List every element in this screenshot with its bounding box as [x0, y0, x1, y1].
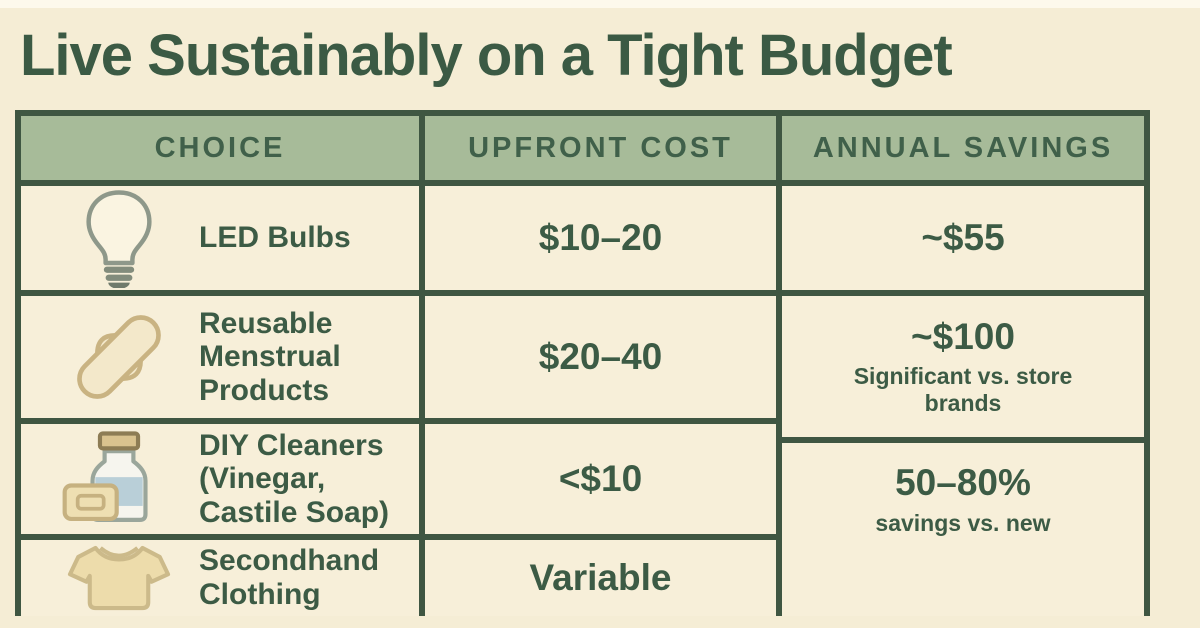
table-row-cleaners-choice: DIY Cleaners (Vinegar, Castile Soap): [21, 424, 419, 534]
savings-note: Significant vs. store brands: [853, 363, 1073, 416]
cost-menstrual: $20–40: [425, 296, 776, 418]
savings-value: 50–80%: [895, 462, 1031, 503]
menstrual-pad-icon: [57, 301, 181, 413]
savings-led: ~$55: [782, 186, 1144, 290]
savings-note: savings vs. new: [875, 509, 1051, 536]
choice-label: Secondhand Clothing: [199, 544, 380, 611]
table-row-led-choice: LED Bulbs: [21, 186, 419, 290]
cost-secondhand: Variable: [425, 540, 776, 616]
top-highlight-strip: [0, 0, 1200, 8]
header-annual-savings: ANNUAL SAVINGS: [782, 116, 1144, 180]
header-choice: CHOICE: [21, 116, 419, 180]
cleaner-bottle-soap-icon: [57, 427, 181, 531]
choice-label: DIY Cleaners (Vinegar, Castile Soap): [199, 428, 390, 529]
cost-led: $10–20: [425, 186, 776, 290]
table-row-secondhand-choice: Secondhand Clothing: [21, 540, 419, 616]
lightbulb-icon: [57, 188, 181, 288]
savings-menstrual: ~$100 Significant vs. store brands: [782, 296, 1144, 437]
savings-cleaners-secondhand: 50–80% savings vs. new: [782, 443, 1144, 616]
savings-value: ~$100: [911, 315, 1015, 357]
cost-cleaners: <$10: [425, 424, 776, 534]
table-row-menstrual-choice: Reusable Menstrual Products: [21, 296, 419, 418]
header-upfront-cost: UPFRONT COST: [425, 116, 776, 180]
page-title: Live Sustainably on a Tight Budget: [20, 23, 953, 88]
tshirt-icon: [57, 543, 181, 613]
savings-value: ~$55: [921, 216, 1005, 258]
choice-label: Reusable Menstrual Products: [199, 306, 341, 407]
choice-label: LED Bulbs: [199, 221, 351, 255]
comparison-table: CHOICE UPFRONT COST ANNUAL SAVINGS LED B…: [15, 110, 1150, 616]
